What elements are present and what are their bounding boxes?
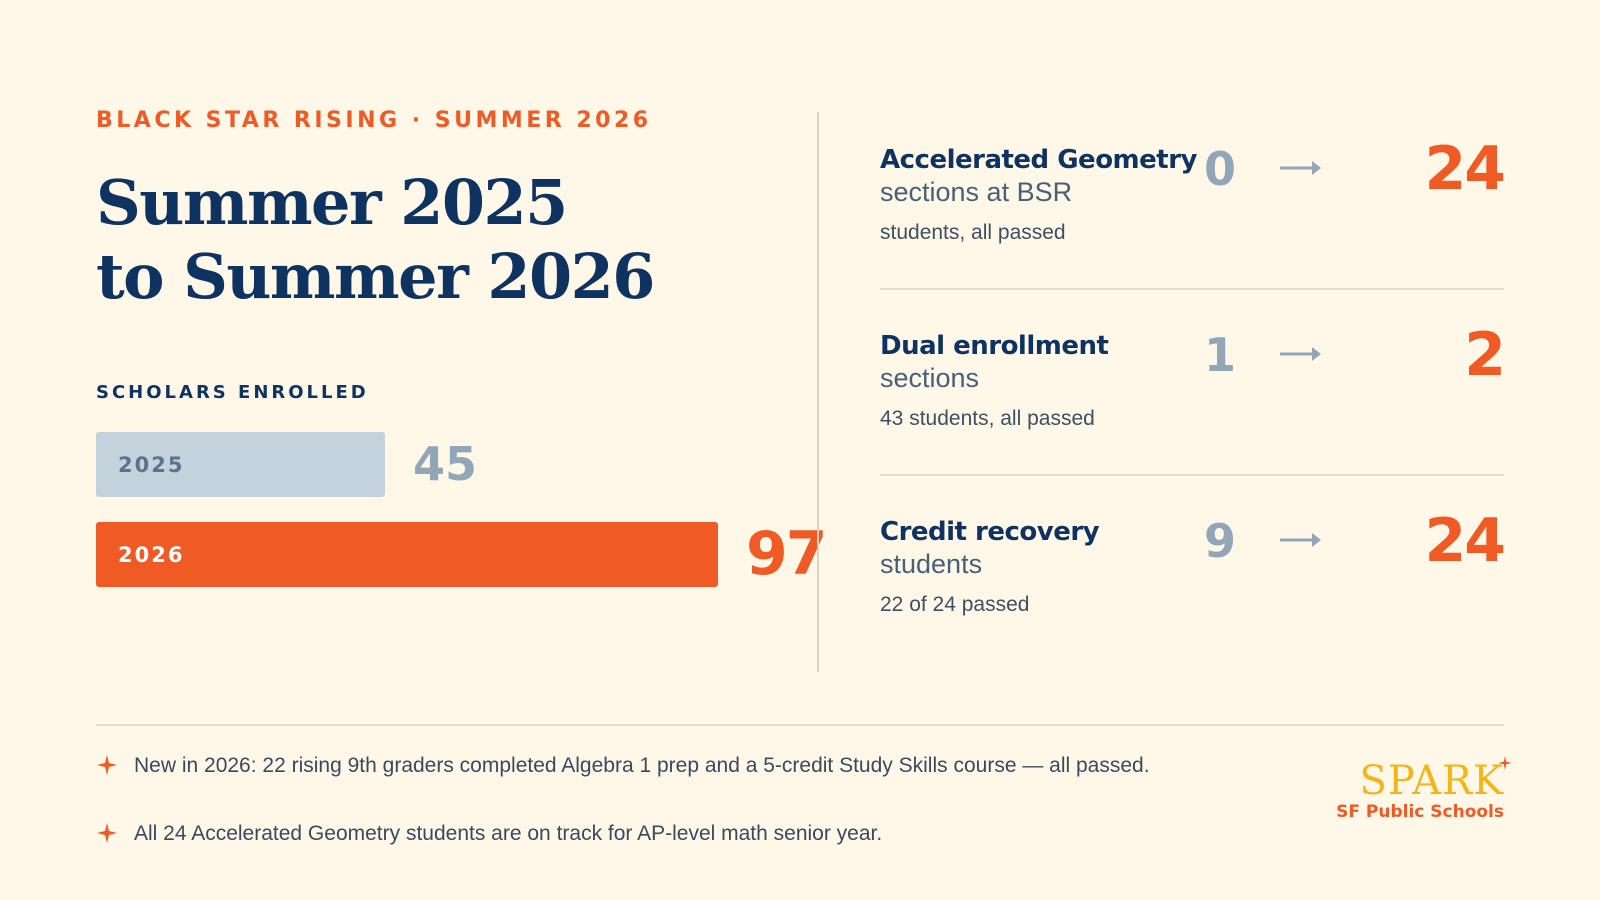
- metric-title: Credit recovery: [880, 517, 1100, 547]
- metric-after-value: 2: [1464, 320, 1506, 390]
- page-title-line-1: Summer 2025: [96, 166, 568, 239]
- metric-before-value: 9: [1203, 514, 1236, 568]
- metric-credit-recovery: Credit recovery students 22 of 24 passed…: [880, 507, 1506, 667]
- enrollment-value-2025: 45: [413, 437, 478, 491]
- metric-divider: [880, 474, 1504, 476]
- metric-note: 22 of 24 passed: [880, 593, 1030, 616]
- enrollment-bar-2025: 2025: [96, 432, 385, 497]
- metric-after-value: 24: [1424, 134, 1506, 204]
- enrollment-bar-2026: 2026: [96, 522, 718, 587]
- metric-subtitle: sections: [880, 363, 980, 393]
- sparkle-icon: [1498, 756, 1512, 770]
- scholars-enrolled-label: SCHOLARS ENROLLED: [96, 382, 369, 403]
- enrollment-bar-2025-year: 2025: [118, 452, 185, 477]
- vertical-divider: [817, 112, 819, 672]
- spark-logo: SPARK SF Public Schools: [1324, 756, 1512, 822]
- metric-after-value: 24: [1424, 506, 1506, 576]
- arrow-right-icon: [1280, 161, 1321, 175]
- metric-accelerated-geometry: Accelerated Geometry sections at BSR stu…: [880, 135, 1506, 295]
- arrow-right-icon: [1280, 347, 1321, 361]
- metric-dual-enrollment: Dual enrollment sections 43 students, al…: [880, 321, 1506, 481]
- sparkle-star-icon: [97, 823, 117, 843]
- enrollment-bar-2026-year: 2026: [118, 542, 185, 567]
- metric-before-value: 1: [1203, 328, 1236, 382]
- metric-title: Accelerated Geometry: [880, 145, 1197, 175]
- metric-subtitle: students: [880, 549, 983, 579]
- metric-note: students, all passed: [880, 221, 1066, 244]
- metric-note: 43 students, all passed: [880, 407, 1095, 430]
- enrollment-value-2026: 97: [746, 519, 827, 589]
- footer-divider: [96, 724, 1504, 726]
- footnote-text: New in 2026: 22 rising 9th graders compl…: [134, 754, 1150, 777]
- metric-subtitle: sections at BSR: [880, 177, 1073, 207]
- eyebrow-label: BLACK STAR RISING · SUMMER 2026: [96, 108, 652, 133]
- footnote: All 24 Accelerated Geometry students are…: [96, 820, 1196, 848]
- spark-logo-wordmark: SPARK: [1359, 756, 1512, 804]
- metric-before-value: 0: [1203, 142, 1236, 196]
- metric-title: Dual enrollment: [880, 331, 1109, 361]
- spark-logo-name: SPARK: [1359, 758, 1504, 804]
- arrow-right-icon: [1280, 533, 1321, 547]
- sparkle-star-icon: [97, 755, 117, 775]
- page-title: Summer 2025 to Summer 2026: [96, 166, 655, 314]
- footnote: New in 2026: 22 rising 9th graders compl…: [96, 752, 1196, 780]
- page-title-line-2: to Summer 2026: [96, 240, 655, 313]
- spark-logo-subtitle: SF Public Schools: [1336, 802, 1504, 822]
- footnote-text: All 24 Accelerated Geometry students are…: [134, 822, 883, 845]
- metric-divider: [880, 288, 1504, 290]
